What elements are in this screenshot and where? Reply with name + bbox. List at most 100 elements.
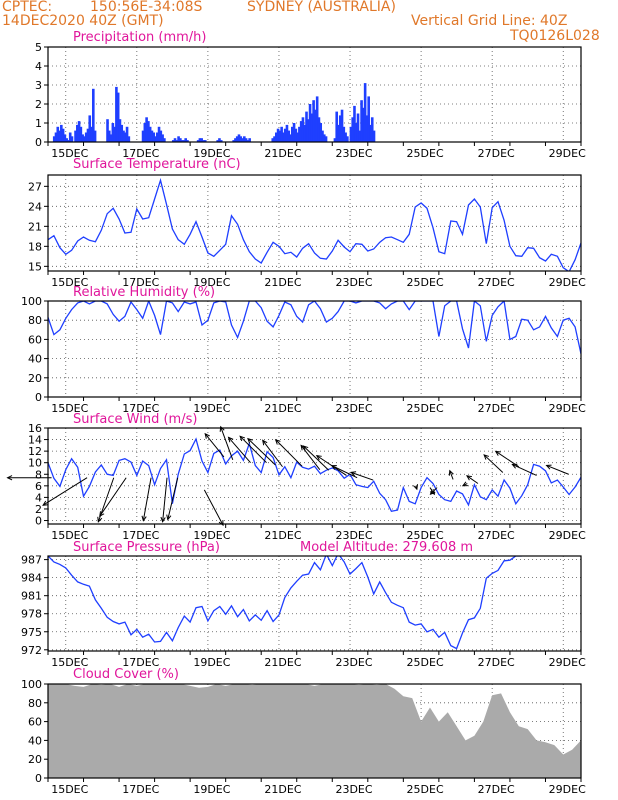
precip-bar <box>275 132 278 142</box>
pres-ytick-label: 981 <box>21 590 42 603</box>
precip-bar <box>177 136 180 142</box>
wind-arrow-shaft <box>262 440 283 468</box>
precip-ytick-label: 0 <box>35 136 42 149</box>
precip-bar <box>163 138 166 142</box>
temp-xtick-label: 15DEC <box>51 276 88 289</box>
precip-bar <box>235 136 239 142</box>
precip-bar <box>52 136 56 142</box>
precip-bar <box>340 109 344 142</box>
precip-bar <box>147 121 150 142</box>
temp-xtick-label: 17DEC <box>122 276 159 289</box>
wind-arrow-head <box>330 465 337 470</box>
wind-arrow-shaft <box>466 475 479 484</box>
wind-arrow <box>545 464 569 475</box>
precip-bar <box>324 136 328 142</box>
precip-bar <box>58 130 61 142</box>
precip-xtick-label: 15DEC <box>51 147 88 160</box>
precip-bar <box>171 140 175 142</box>
wind-arrow-head <box>99 511 105 518</box>
header-code: TQ0126L028 <box>510 28 600 44</box>
precip-bar <box>154 136 157 142</box>
wind-ytick-label: 4 <box>35 491 42 504</box>
temp-xtick-label: 27DEC <box>478 276 515 289</box>
rh-ytick-label: 80 <box>28 314 42 327</box>
precip-bar <box>360 100 363 142</box>
rh-xtick-label: 17DEC <box>122 402 159 415</box>
precip-bar <box>125 126 129 142</box>
precip-bar <box>314 109 317 142</box>
precip-bar <box>365 115 369 142</box>
wind-arrow-shaft <box>350 471 374 481</box>
wind-arrow-head <box>141 515 147 522</box>
precip-bar <box>321 130 324 142</box>
precip-bar <box>290 126 294 142</box>
precip-bar <box>218 138 221 142</box>
header-date: 14DEC2020 40Z (GMT) <box>2 13 164 29</box>
temp-ytick-label: 18 <box>28 240 42 253</box>
cloud-xtick-label: 17DEC <box>122 783 159 796</box>
wind-arrow-shaft <box>239 435 267 464</box>
wind-arrow <box>203 489 224 527</box>
pres-title: Surface Pressure (hPa) <box>73 540 220 555</box>
wind-arrow-head <box>315 454 322 461</box>
cloud-xtick-label: 23DEC <box>335 783 372 796</box>
precip-bar <box>184 138 187 142</box>
wind-arrow-shaft <box>204 433 225 458</box>
wind-arrow-head <box>448 469 454 476</box>
wind-arrow <box>330 465 358 479</box>
precip-bar <box>346 136 349 142</box>
precip-bar <box>86 128 90 142</box>
temp-panel: Surface Temperature (nC) 15 18 21 24 27 15DEC 1… <box>28 157 586 289</box>
wind-frame <box>47 427 582 525</box>
wind-arrow <box>262 439 283 468</box>
precip-bar <box>106 119 109 142</box>
precip-bar <box>273 136 276 142</box>
precip-ytick-label: 4 <box>35 60 42 73</box>
wind-arrow <box>99 477 127 518</box>
precip-bar <box>148 126 152 142</box>
precip-bar <box>289 134 292 142</box>
wind-arrow-head <box>247 437 253 444</box>
rh-ytick-label: 40 <box>28 353 42 366</box>
wind-ytick-label: 6 <box>35 480 42 493</box>
wind-arrow-head <box>274 438 281 445</box>
wind-arrow-head <box>204 432 210 439</box>
temp-line <box>48 177 581 271</box>
precip-bar <box>234 138 237 142</box>
wind-arrow-shaft <box>247 438 276 466</box>
temp-ytick-label: 24 <box>28 200 42 213</box>
cloud-xtick-label: 29DEC <box>549 783 586 796</box>
precip-xtick-label: 17DEC <box>122 147 159 160</box>
cloud-ytick-label: 60 <box>28 716 42 729</box>
wind-arrow-head <box>97 516 103 523</box>
rh-ytick-label: 20 <box>28 372 42 385</box>
precip-bar <box>120 124 124 142</box>
precip-bar <box>54 132 58 142</box>
wind-arrow-shaft <box>167 477 179 520</box>
precip-bar <box>333 138 337 142</box>
precip-ytick-label: 2 <box>35 98 42 111</box>
rh-xtick-label: 29DEC <box>549 402 586 415</box>
wind-arrow-shaft <box>483 454 504 473</box>
wind-arrow-head <box>461 481 468 487</box>
wind-arrow <box>302 445 330 471</box>
precip-ytick-label: 3 <box>35 79 42 92</box>
wind-arrow-shaft <box>42 477 88 506</box>
precip-ytick-label: 1 <box>35 117 42 130</box>
wind-arrow-shaft <box>228 437 251 464</box>
precip-bar <box>282 132 285 142</box>
wind-line <box>48 437 581 513</box>
wind-arrow <box>6 475 52 481</box>
cloud-area <box>48 684 581 778</box>
precip-bar <box>70 136 74 142</box>
temp-title: Surface Temperature (nC) <box>73 157 241 172</box>
precip-bar <box>111 123 115 142</box>
wind-ytick-label: 14 <box>28 434 42 447</box>
precip-bar <box>150 130 154 142</box>
pres-ytick-label: 987 <box>21 554 42 567</box>
precip-bar <box>271 138 275 142</box>
precip-bar <box>173 138 177 142</box>
precip-xtick-label: 27DEC <box>478 147 515 160</box>
precip-bar <box>278 130 282 142</box>
wind-arrow-head <box>218 520 224 527</box>
